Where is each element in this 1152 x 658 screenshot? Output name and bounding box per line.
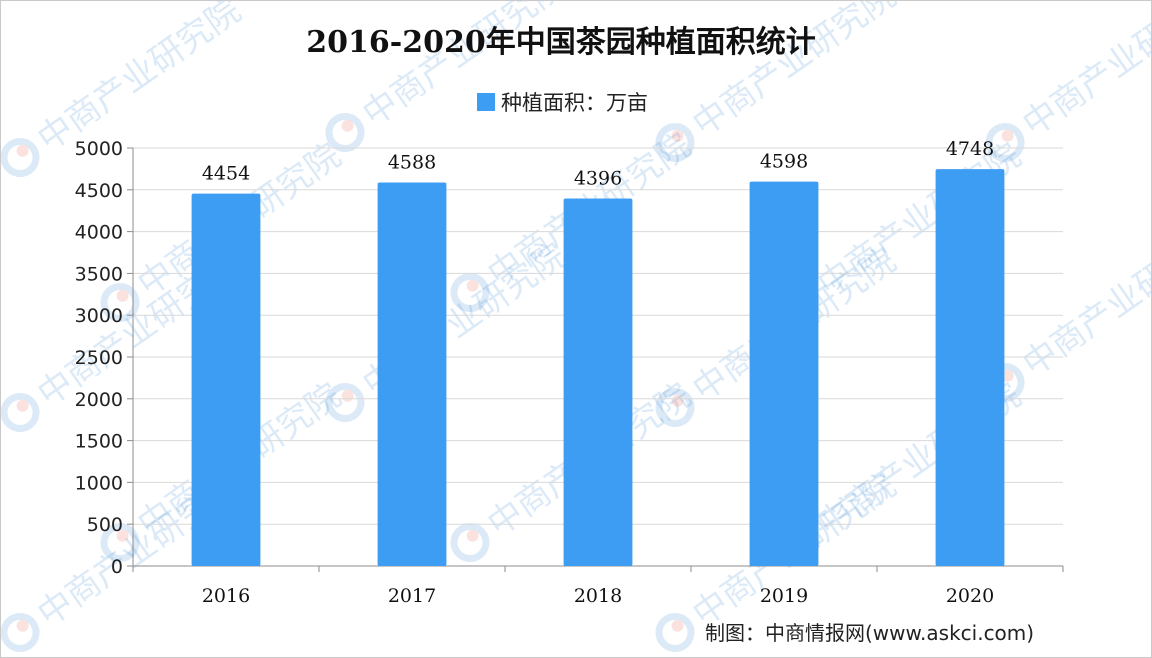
watermark-ring-icon xyxy=(450,522,490,562)
x-tick-label-2020: 2020 xyxy=(946,585,994,607)
watermark-dot-icon xyxy=(16,399,29,412)
chart-title: 2016-2020年中国茶园种植面积统计 xyxy=(306,25,816,60)
watermark-ring-icon xyxy=(325,112,365,152)
x-tick-label-2019: 2019 xyxy=(760,585,808,607)
watermark-dot-icon xyxy=(1001,369,1014,382)
bar-2016 xyxy=(191,193,261,566)
watermark-dot-icon xyxy=(341,119,354,132)
watermark-dot-icon xyxy=(1001,129,1014,142)
x-tick-label-2016: 2016 xyxy=(202,585,250,607)
data-label-2018: 4396 xyxy=(574,167,622,189)
watermark-ring-icon xyxy=(655,122,695,162)
bar-2019 xyxy=(749,181,819,567)
y-tick-label: 3000 xyxy=(75,305,123,327)
y-tick-label: 500 xyxy=(87,514,123,536)
legend[interactable]: 种植面积：万亩 xyxy=(477,87,648,117)
bar-2018 xyxy=(563,198,633,567)
bar-2020 xyxy=(935,169,1005,566)
watermark-dot-icon xyxy=(671,619,684,632)
legend-label: 种植面积：万亩 xyxy=(501,91,648,115)
y-tick-label: 1000 xyxy=(75,472,123,494)
y-tick-label: 4500 xyxy=(75,180,123,202)
watermark-dot-icon xyxy=(16,619,29,632)
data-label-2017: 4588 xyxy=(388,151,436,173)
y-tick-label: 4000 xyxy=(75,222,123,244)
watermark-ring-icon xyxy=(1,612,40,652)
watermark-dot-icon xyxy=(116,289,129,302)
x-tick-label-2018: 2018 xyxy=(574,585,622,607)
data-label-2016: 4454 xyxy=(202,163,250,185)
data-label-2020: 4748 xyxy=(946,138,994,160)
y-tick-label: 2500 xyxy=(75,347,123,369)
x-tick-label-2017: 2017 xyxy=(388,585,436,607)
y-tick-label: 0 xyxy=(111,556,123,578)
y-tick-label: 3500 xyxy=(75,263,123,285)
y-tick-label: 5000 xyxy=(75,138,123,160)
source-note: 制图：中商情报网(www.askci.com) xyxy=(705,621,1035,645)
y-tick-label: 2000 xyxy=(75,389,123,411)
watermark-dot-icon xyxy=(116,529,129,542)
watermark-dot-icon xyxy=(466,279,479,292)
watermark-ring-icon xyxy=(325,382,365,422)
watermark-dot-icon xyxy=(671,394,684,407)
watermark-ring-icon xyxy=(450,272,490,312)
legend-swatch xyxy=(477,93,495,111)
watermark-dot-icon xyxy=(16,144,29,157)
data-label-2019: 4598 xyxy=(760,151,808,173)
watermark-dot-icon xyxy=(671,129,684,142)
watermark-ring-icon xyxy=(985,122,1025,162)
watermark-ring-icon xyxy=(1,392,40,432)
watermark-ring-icon xyxy=(1,137,40,177)
y-tick-label: 1500 xyxy=(75,431,123,453)
watermark-dot-icon xyxy=(466,529,479,542)
bar-2017 xyxy=(377,182,447,566)
watermark-ring-icon xyxy=(655,612,695,652)
